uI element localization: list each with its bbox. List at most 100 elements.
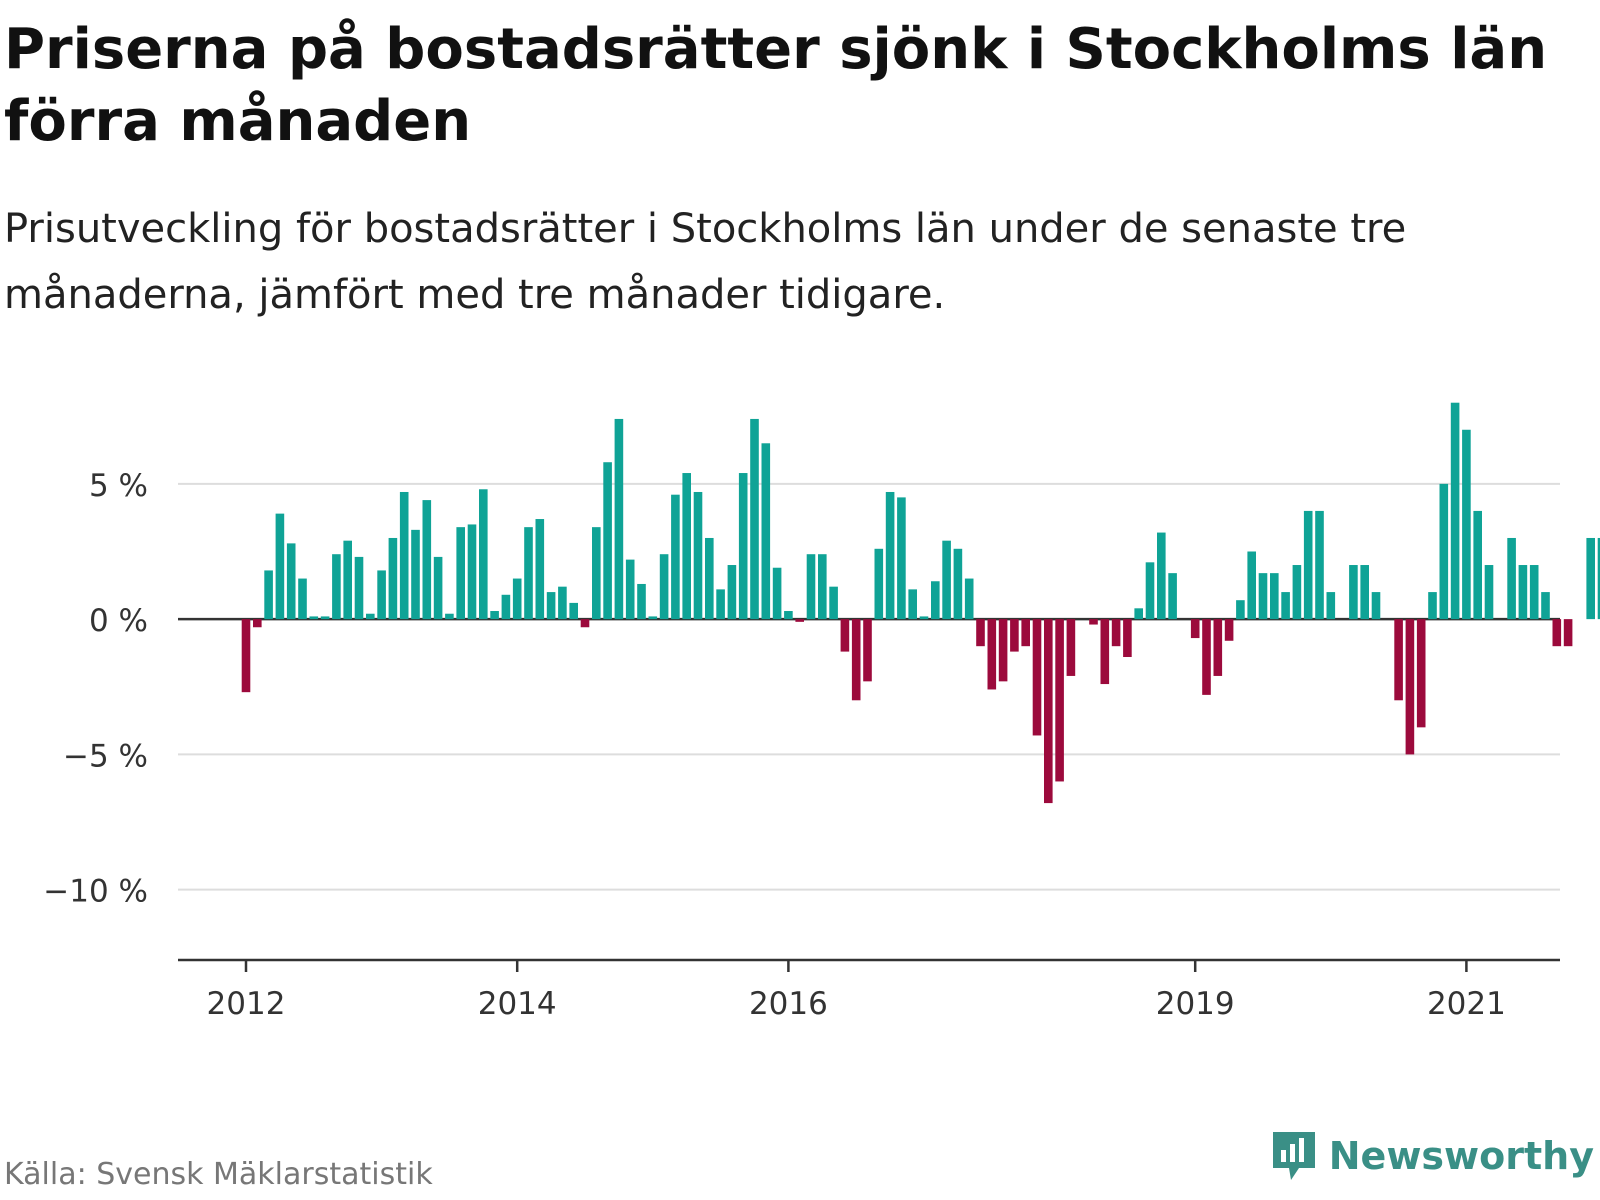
- x-tick-label: 2014: [478, 986, 557, 1020]
- bar: [1157, 532, 1166, 620]
- x-tick-label: 2021: [1427, 986, 1506, 1020]
- bar: [863, 619, 872, 682]
- bar: [953, 548, 963, 620]
- bar: [1303, 510, 1313, 620]
- bar: [931, 581, 940, 620]
- bar: [750, 418, 759, 620]
- bar: [772, 567, 782, 620]
- bar: [320, 616, 330, 620]
- bar: [264, 570, 273, 620]
- bar: [1224, 619, 1234, 641]
- bar: [1111, 619, 1121, 647]
- bar: [885, 491, 895, 620]
- bar: [795, 619, 804, 622]
- bar: [569, 602, 578, 620]
- bar: [716, 589, 725, 620]
- bar: [241, 619, 251, 693]
- bar: [614, 418, 624, 620]
- bar: [659, 554, 669, 620]
- bar: [546, 592, 556, 620]
- bar: [1066, 619, 1076, 676]
- bar: [1315, 510, 1324, 620]
- bar: [1236, 600, 1245, 620]
- bar: [535, 519, 545, 620]
- bar: [1123, 619, 1132, 658]
- bar: [1021, 619, 1030, 647]
- bar: [1597, 537, 1600, 620]
- bar: [1247, 551, 1256, 620]
- bar: [332, 554, 341, 620]
- source-note: Källa: Svensk Mäklarstatistik: [4, 1157, 433, 1192]
- bar: [1507, 537, 1516, 620]
- bar: [580, 619, 590, 628]
- bar: [625, 559, 635, 620]
- bar: [1405, 619, 1415, 755]
- bar: [840, 619, 850, 652]
- bar: [1473, 510, 1482, 620]
- bar: [354, 556, 364, 620]
- bar: [275, 513, 285, 620]
- bar: [1292, 565, 1302, 620]
- grid-lines: [178, 482, 1560, 891]
- bar: [1100, 619, 1110, 685]
- bar: [1371, 592, 1381, 620]
- x-tick-label: 2019: [1156, 986, 1235, 1020]
- x-tick-label: 2012: [207, 986, 286, 1020]
- bar: [919, 616, 929, 620]
- bar: [1089, 619, 1098, 625]
- bar: [1190, 619, 1200, 639]
- bar: [851, 619, 861, 701]
- bar: [1552, 619, 1562, 647]
- bar: [1349, 565, 1358, 620]
- newsworthy-logo-icon: [1272, 1132, 1315, 1180]
- bar: [592, 527, 601, 620]
- bar: [1439, 483, 1449, 620]
- bar: [761, 443, 771, 620]
- bar: [479, 489, 488, 620]
- bar: [897, 497, 906, 620]
- bar: [467, 524, 477, 620]
- x-axis: 201220142016201920212023: [178, 958, 1560, 1020]
- bar: [637, 583, 646, 620]
- bar: [1326, 592, 1336, 620]
- bar: [1360, 565, 1369, 620]
- bar: [648, 616, 658, 620]
- bar: [512, 578, 522, 620]
- bar: [1032, 619, 1042, 736]
- bar: [1394, 619, 1403, 701]
- bar: [976, 619, 985, 647]
- y-axis-labels: 5 % 0 % −5 % −10 %: [43, 468, 148, 910]
- bar: [874, 548, 884, 620]
- bar: [399, 491, 409, 620]
- bar: [1563, 619, 1573, 647]
- y-tick-label: −5 %: [63, 738, 148, 774]
- bar: [942, 540, 951, 620]
- bar: [1586, 537, 1595, 620]
- bar: [445, 613, 454, 620]
- bar: [298, 578, 307, 620]
- bar: [682, 473, 691, 620]
- bar: [1270, 573, 1279, 620]
- bar: [818, 554, 827, 620]
- bar: [908, 589, 917, 620]
- bar: [377, 570, 386, 620]
- bar: [1416, 619, 1426, 728]
- bar: [388, 537, 398, 620]
- y-tick-label: 0 %: [89, 603, 148, 639]
- bar: [501, 594, 511, 620]
- chart-title: Priserna på bostadsrätter sjönk i Stockh…: [4, 17, 1548, 154]
- bar: [829, 586, 838, 620]
- bar: [806, 554, 816, 620]
- bar: [1529, 565, 1539, 620]
- bar: [366, 613, 375, 620]
- bar: [705, 537, 714, 620]
- bar: [738, 473, 748, 620]
- bar: [987, 619, 997, 690]
- x-tick-label: 2016: [749, 986, 828, 1020]
- chart-subtitle: Prisutveckling för bostadsrätter i Stock…: [4, 206, 1407, 318]
- bar: [309, 616, 319, 620]
- bar: [1281, 592, 1290, 620]
- bar: [784, 611, 793, 620]
- bar: [964, 578, 974, 620]
- bar: [998, 619, 1008, 682]
